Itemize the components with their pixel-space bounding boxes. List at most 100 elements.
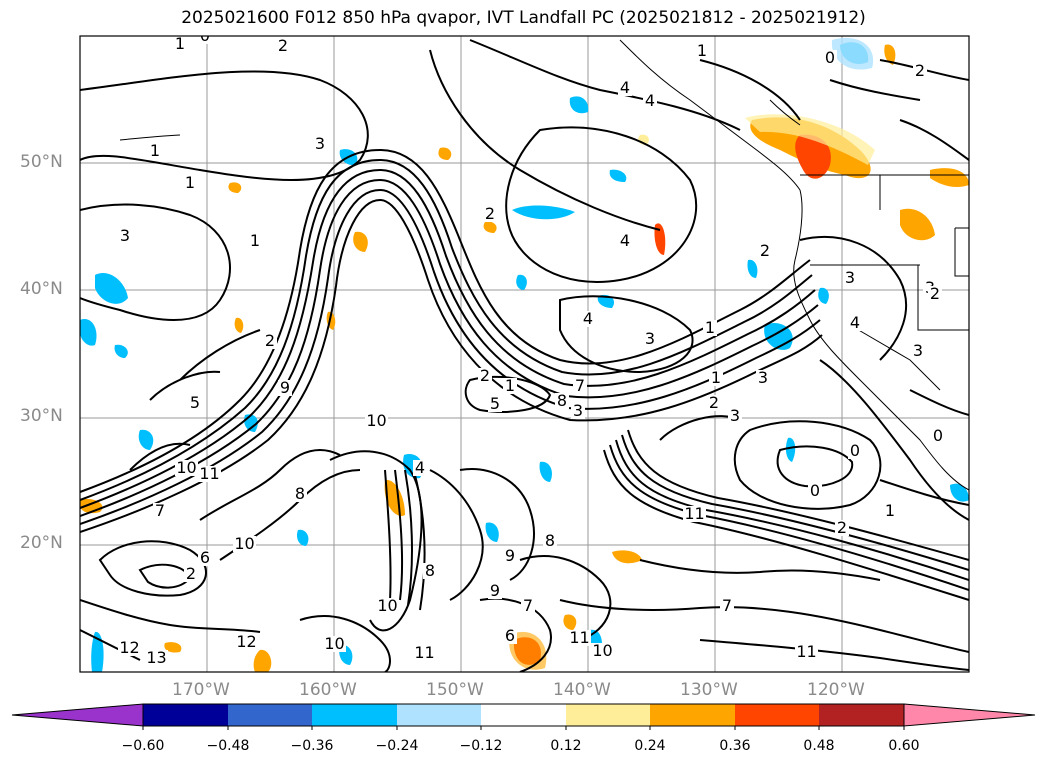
- contour-label: 4: [850, 313, 860, 332]
- contour-label-bg: [323, 636, 346, 652]
- contour-label-bg: [233, 536, 256, 552]
- contour-label: 8: [295, 484, 305, 503]
- colorbar-extend-high: [903, 703, 1036, 727]
- colorbar: [11, 703, 1036, 730]
- contour-label-bg: [728, 408, 742, 424]
- contour-label: 0: [810, 481, 820, 500]
- contour-label: 1: [250, 231, 260, 250]
- contour-label: 12: [236, 632, 256, 651]
- contour-label: 0: [825, 48, 835, 67]
- contour-label: 10: [377, 596, 397, 615]
- contour-label: 4: [583, 309, 593, 328]
- colorbar-bin: [397, 704, 481, 726]
- contour-label: 2: [837, 518, 847, 537]
- contour-label: 1: [505, 376, 515, 395]
- shading-layer: [80, 37, 969, 672]
- contour-label: 3: [758, 368, 768, 387]
- lat-label-50n: 50°N: [20, 152, 63, 172]
- contour-label-bg: [413, 460, 427, 476]
- contour-label-bg: [913, 63, 927, 79]
- contour-label-bg: [571, 403, 585, 419]
- colorbar-bin: [566, 704, 650, 726]
- colorbar-bin: [735, 704, 819, 726]
- contour-label-bg: [293, 486, 307, 502]
- contour-label-bg: [618, 233, 632, 249]
- contour-label-bg: [175, 460, 198, 476]
- contour-label-bg: [618, 80, 632, 96]
- contour-label-bg: [543, 533, 557, 549]
- colorbar-tick-label: 0.36: [719, 738, 751, 754]
- contour-label-bg: [931, 428, 945, 444]
- contour-label: 1: [185, 173, 195, 192]
- contour-label: 7: [575, 376, 585, 395]
- colorbar-bin: [312, 704, 397, 726]
- positive-anomaly-core: [795, 134, 831, 179]
- contour-label-bg: [756, 370, 770, 386]
- contour-label-bg: [703, 320, 717, 336]
- contour-label-bg: [555, 393, 569, 409]
- lon-label-150w: 150°W: [426, 680, 484, 700]
- colorbar-bin: [819, 704, 904, 726]
- colorbar-bin: [481, 704, 566, 726]
- contour-label-bg: [413, 645, 436, 661]
- lat-label-30n: 30°N: [20, 406, 63, 426]
- contour-label-bg: [521, 598, 535, 614]
- contour-label-bg: [503, 378, 517, 394]
- lon-label-120w: 120°W: [807, 680, 865, 700]
- contour-label-bg: [488, 396, 502, 412]
- contour-label-bg: [276, 38, 290, 54]
- contour-label-bg: [720, 598, 734, 614]
- contour-label-bg: [883, 503, 897, 519]
- contour-label-bg: [848, 443, 862, 459]
- contour-label: 2: [480, 366, 490, 385]
- contour-label-bg: [118, 228, 132, 244]
- contour-label: 4: [620, 78, 630, 97]
- colorbar-tick-label: 0.60: [888, 738, 920, 754]
- contour-labels: 1021344102131224334132591021583712331011…: [118, 34, 945, 667]
- colorbar-tick-label: −0.36: [290, 738, 334, 754]
- contour-label-bg: [365, 413, 388, 429]
- lon-label-160w: 160°W: [299, 680, 357, 700]
- colorbar-extend-low: [11, 703, 144, 727]
- positive-anomaly-coast-edge: [745, 114, 875, 165]
- contour-label: 10: [592, 641, 612, 660]
- contour-label-bg: [183, 175, 197, 191]
- contour-label: 8: [557, 391, 567, 410]
- contour-label-bg: [808, 483, 822, 499]
- contour-label-bg: [568, 630, 591, 646]
- contour-label-bg: [928, 286, 942, 302]
- contour-label-bg: [758, 243, 772, 259]
- lon-label-140w: 140°W: [553, 680, 611, 700]
- colorbar-tick-label: −0.12: [459, 738, 503, 754]
- contour-label: 1: [175, 34, 185, 53]
- contour-label: 10: [324, 634, 344, 653]
- contour-label: 8: [545, 531, 555, 550]
- coastline-layer: [119, 39, 969, 491]
- contour-label-bg: [478, 368, 492, 384]
- contour-label: 12: [119, 638, 139, 657]
- contour-label-bg: [581, 311, 595, 327]
- contour-label: 4: [645, 91, 655, 110]
- contour-label-bg: [911, 343, 925, 359]
- contour-label: 9: [505, 546, 515, 565]
- contour-label-bg: [709, 370, 723, 386]
- contour-label: 11: [199, 464, 219, 483]
- contour-label: 5: [190, 393, 200, 412]
- colorbar-tick-label: 0.12: [550, 738, 582, 754]
- contour-label: 1: [705, 318, 715, 337]
- contour-label-bg: [263, 333, 277, 349]
- contour-label: 3: [913, 341, 923, 360]
- contour-label: 11: [414, 643, 434, 662]
- contour-label-bg: [198, 466, 221, 482]
- lat-label-20n: 20°N: [20, 533, 63, 553]
- contour-label: 13: [146, 648, 166, 667]
- colorbar-bin: [143, 704, 228, 726]
- colorbar-tick-label: 0.48: [803, 738, 835, 754]
- contour-label: 8: [425, 561, 435, 580]
- contour-label-bg: [198, 550, 212, 566]
- contour-label: 2: [278, 36, 288, 55]
- contour-label: 9: [280, 378, 290, 397]
- contour-label-bg: [707, 395, 721, 411]
- contour-label-bg: [118, 640, 141, 656]
